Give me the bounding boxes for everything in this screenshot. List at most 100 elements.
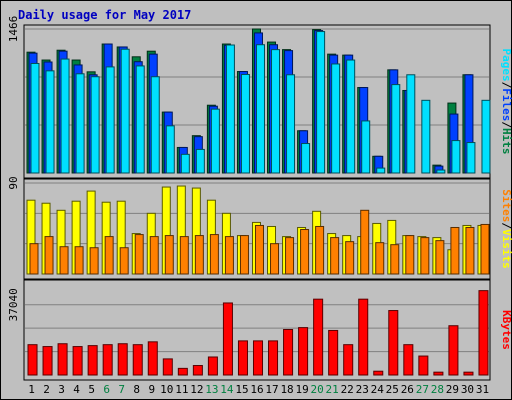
sites-bar-day-26 xyxy=(405,235,415,275)
legend-item: Pages xyxy=(500,49,512,82)
hits-files-pages-legend: Pages/Files/Hits xyxy=(500,49,512,155)
kbytes-bar-day-16 xyxy=(252,340,264,376)
kbytes-bar-day-18 xyxy=(283,329,294,376)
pages-bar-day-15 xyxy=(240,73,250,174)
visits-sites-legend: Sites/Visits xyxy=(500,189,512,269)
pages-bar-day-11 xyxy=(180,153,190,174)
kbytes-legend: KBytes xyxy=(500,310,512,350)
pages-bar-day-21 xyxy=(331,63,341,174)
x-tick-label-day-1: 1 xyxy=(28,383,35,396)
sites-bar-day-1 xyxy=(29,243,39,275)
x-tick-label-day-5: 5 xyxy=(88,383,95,396)
kbytes-bar-day-23 xyxy=(358,298,369,376)
pages-bar-day-20 xyxy=(316,31,326,174)
x-tick-label-day-25: 25 xyxy=(386,383,399,396)
sites-bar-day-20 xyxy=(315,225,325,275)
x-tick-label-day-31: 31 xyxy=(476,383,489,396)
sites-bar-day-15 xyxy=(239,235,249,275)
sites-bar-day-9 xyxy=(149,236,159,275)
legend-item: / xyxy=(500,222,512,229)
x-tick-label-day-6: 6 xyxy=(103,383,110,396)
sites-bar-day-28 xyxy=(435,240,445,275)
sites-bar-day-27 xyxy=(420,237,430,275)
legend-item: Sites xyxy=(500,189,512,222)
x-tick-label-day-9: 9 xyxy=(148,383,155,396)
sites-bar-day-3 xyxy=(59,246,69,275)
pages-bar-day-16 xyxy=(255,44,265,174)
pages-bar-day-25 xyxy=(391,84,401,174)
pages-bar-day-24 xyxy=(376,167,386,174)
hits-files-pages-max-label: 1466 xyxy=(7,16,20,43)
kbytes-bar-day-27 xyxy=(418,355,429,376)
kbytes-bar-day-12 xyxy=(192,365,203,376)
kbytes-panel: 37040 KBytes xyxy=(7,279,512,381)
pages-bar-day-28 xyxy=(436,169,446,174)
pages-bar-day-2 xyxy=(45,70,55,174)
sites-bar-day-4 xyxy=(74,246,84,275)
pages-bar-day-6 xyxy=(105,66,115,174)
sites-bar-day-21 xyxy=(330,237,340,275)
pages-bar-day-31 xyxy=(481,99,491,174)
kbytes-bar-day-28 xyxy=(433,371,444,376)
kbytes-bar-day-25 xyxy=(388,310,399,376)
kbytes-bar-day-30 xyxy=(463,371,474,376)
sites-bar-day-5 xyxy=(89,247,99,275)
sites-bar-day-13 xyxy=(209,234,219,275)
pages-bar-day-27 xyxy=(421,99,431,174)
pages-bar-day-12 xyxy=(195,148,205,174)
chart-title: Daily usage for May 2017 xyxy=(18,8,191,22)
x-tick-label-day-2: 2 xyxy=(43,383,50,396)
legend-item: / xyxy=(500,121,512,128)
x-tick-label-day-23: 23 xyxy=(356,383,369,396)
x-tick-label-day-27: 27 xyxy=(416,383,429,396)
legend-item: Files xyxy=(500,88,512,121)
kbytes-bar-day-1 xyxy=(27,344,38,376)
pages-bar-day-13 xyxy=(210,108,220,174)
pages-bar-day-30 xyxy=(466,142,476,174)
pages-bar-day-9 xyxy=(150,76,160,174)
x-tick-label-day-8: 8 xyxy=(133,383,140,396)
pages-bar-day-10 xyxy=(165,125,175,174)
sites-bar-day-7 xyxy=(119,247,129,275)
sites-bar-day-11 xyxy=(179,236,189,275)
sites-bar-day-10 xyxy=(164,235,174,275)
x-tick-label-day-12: 12 xyxy=(190,383,203,396)
kbytes-bar-day-14 xyxy=(222,302,233,376)
visits-sites-panel: 90 Sites/Visits xyxy=(7,176,512,280)
kbytes-bar-day-24 xyxy=(373,370,384,376)
sites-bar-day-16 xyxy=(254,224,264,275)
x-tick-label-day-13: 13 xyxy=(205,383,218,396)
x-tick-label-day-4: 4 xyxy=(73,383,80,396)
kbytes-bar-day-9 xyxy=(147,341,158,376)
sites-bar-day-22 xyxy=(345,241,355,275)
x-tick-label-day-24: 24 xyxy=(371,383,385,396)
x-tick-label-day-20: 20 xyxy=(311,383,324,396)
x-tick-label-day-29: 29 xyxy=(446,383,459,396)
x-tick-label-day-19: 19 xyxy=(295,383,308,396)
kbytes-bar-day-26 xyxy=(403,344,414,376)
kbytes-bar-day-29 xyxy=(448,325,459,376)
kbytes-bar-day-6 xyxy=(102,344,113,376)
pages-bar-day-1 xyxy=(30,62,40,174)
x-tick-label-day-26: 26 xyxy=(401,383,414,396)
legend-item: Hits xyxy=(500,128,512,155)
pages-bar-day-5 xyxy=(90,76,100,174)
kbytes-max-label: 37040 xyxy=(7,288,20,321)
sites-bar-day-31 xyxy=(480,223,490,275)
kbytes-bar-day-20 xyxy=(313,298,324,376)
pages-bar-day-14 xyxy=(225,44,235,174)
legend-item: Visits xyxy=(500,229,512,269)
x-tick-label-day-16: 16 xyxy=(250,383,263,396)
kbytes-bar-day-21 xyxy=(328,329,339,376)
x-tick-label-day-3: 3 xyxy=(58,383,65,396)
kbytes-bar-day-11 xyxy=(177,367,188,376)
sites-bar-day-6 xyxy=(104,236,114,275)
x-tick-label-day-11: 11 xyxy=(175,383,188,396)
pages-bar-day-3 xyxy=(60,58,70,174)
x-tick-label-day-14: 14 xyxy=(220,383,234,396)
visits-sites-max-label: 90 xyxy=(7,176,20,189)
kbytes-bar-day-15 xyxy=(237,340,248,376)
kbytes-bar-day-8 xyxy=(132,344,143,376)
